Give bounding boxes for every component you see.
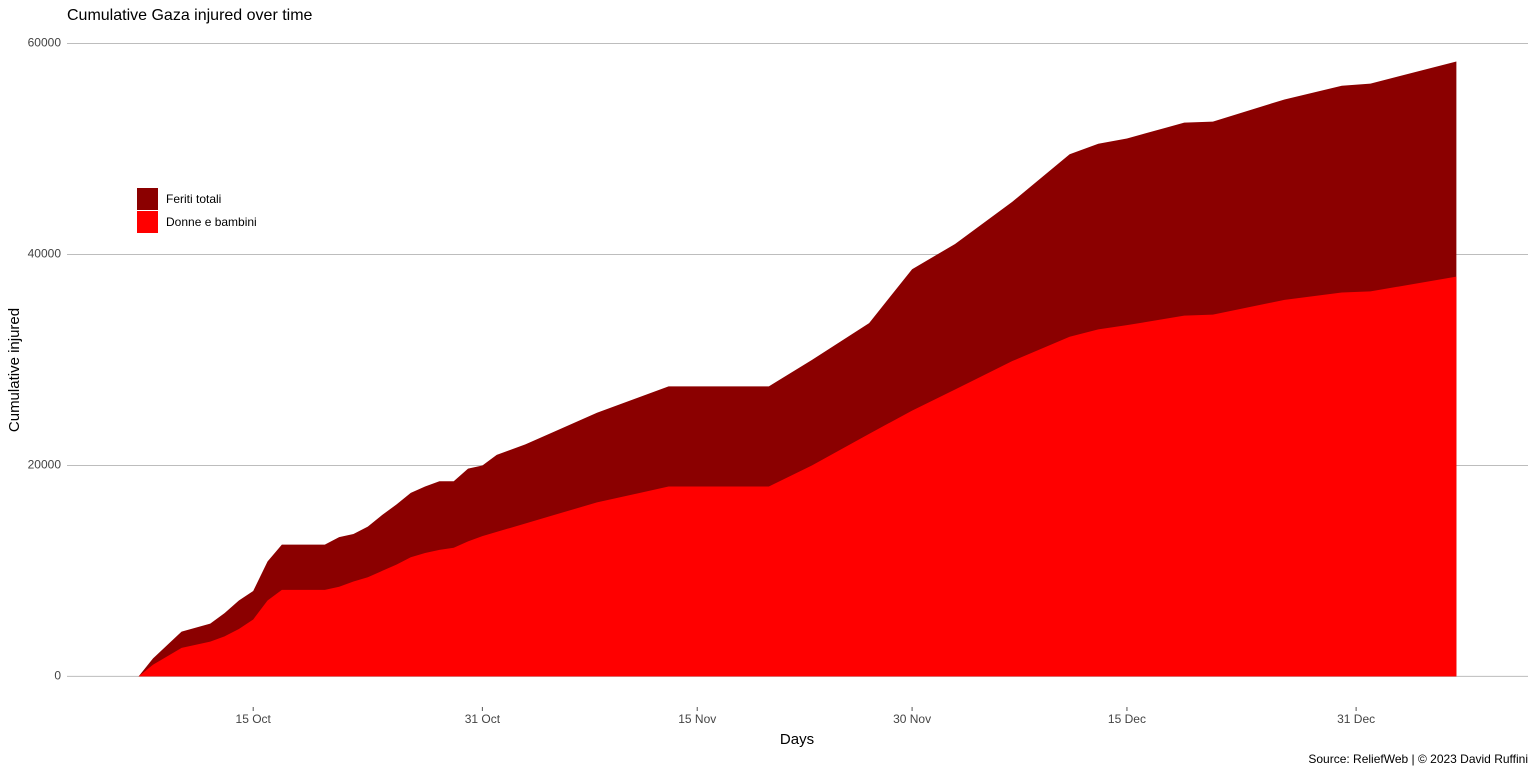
x-tick-label: 31 Oct bbox=[465, 712, 501, 726]
legend-swatch bbox=[137, 211, 158, 233]
x-tick-label: 30 Nov bbox=[893, 712, 931, 726]
y-tick-label: 0 bbox=[54, 669, 61, 683]
y-tick-label: 20000 bbox=[28, 458, 62, 472]
caption: Source: ReliefWeb | © 2023 David Ruffini bbox=[1308, 752, 1528, 766]
x-axis-title: Days bbox=[780, 731, 814, 748]
x-tick-label: 15 Dec bbox=[1108, 712, 1146, 726]
y-axis-title: Cumulative injured bbox=[6, 308, 23, 432]
x-tick-label: 15 Nov bbox=[678, 712, 716, 726]
x-tick-label: 31 Dec bbox=[1337, 712, 1375, 726]
legend-label: Donne e bambini bbox=[166, 215, 257, 229]
x-tick-label: 15 Oct bbox=[236, 712, 272, 726]
legend-swatch bbox=[137, 188, 158, 210]
legend-label: Feriti totali bbox=[166, 192, 221, 206]
area bbox=[138, 276, 1457, 677]
y-tick-label: 60000 bbox=[28, 36, 62, 50]
chart-title: Cumulative Gaza injured over time bbox=[67, 7, 313, 24]
y-tick-label: 40000 bbox=[28, 247, 62, 261]
